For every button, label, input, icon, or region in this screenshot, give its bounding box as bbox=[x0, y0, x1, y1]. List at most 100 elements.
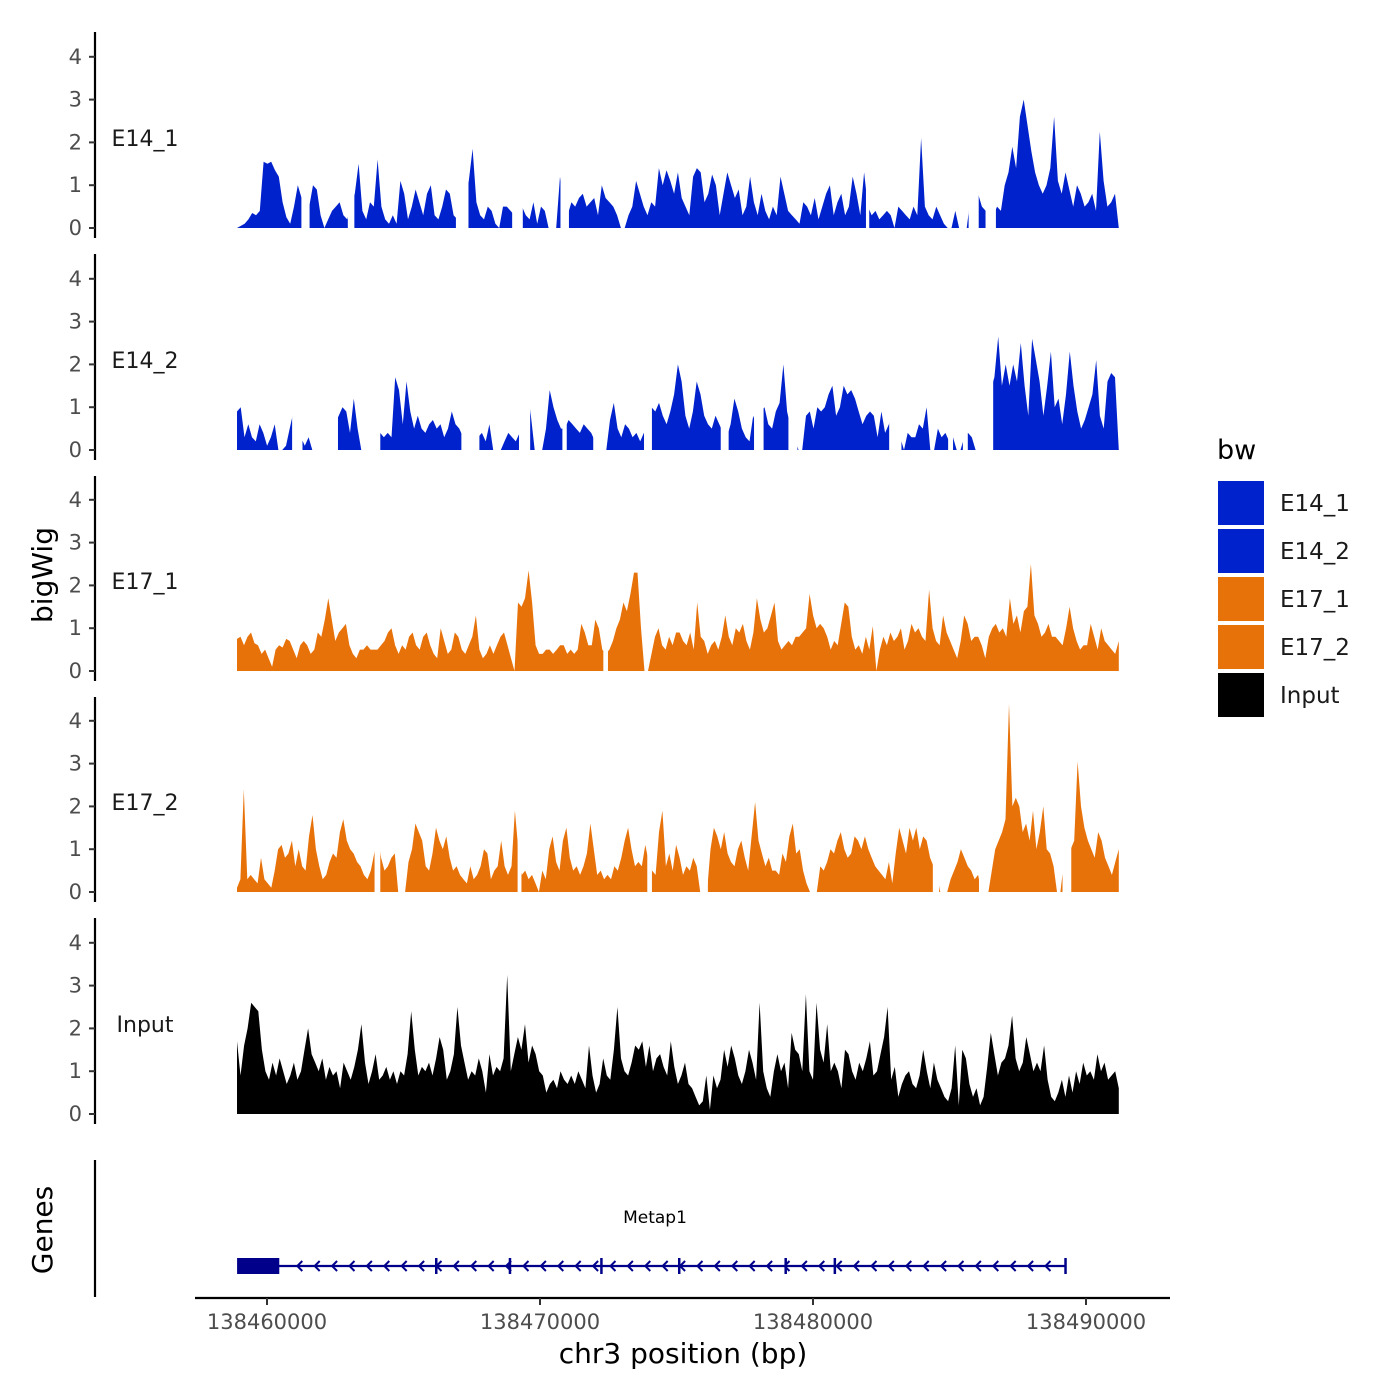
strand-arrow bbox=[626, 1260, 634, 1272]
y-tick-label: 0 bbox=[69, 1102, 82, 1126]
coverage-gap bbox=[374, 697, 381, 893]
strand-arrow bbox=[939, 1260, 947, 1272]
track-E14_2: 0 1 2 3 4 E14_2 bbox=[69, 254, 1119, 462]
y-tick-label: 2 bbox=[69, 794, 82, 818]
strand-arrow bbox=[730, 1260, 738, 1272]
track-label: E14_2 bbox=[112, 349, 179, 374]
signal-tracks: 0 1 2 3 4 E14_1 0 1 2 3 4 E14_2 0 1 2 3 4 E17_1 0 1 2 3 4 E17_2… bbox=[69, 32, 1119, 1126]
coverage-gap bbox=[292, 254, 303, 451]
strand-arrow bbox=[1044, 1260, 1052, 1272]
y-tick-label: 3 bbox=[69, 310, 82, 334]
track-E14_1: 0 1 2 3 4 E14_1 bbox=[69, 32, 1119, 240]
strand-arrow bbox=[452, 1260, 460, 1272]
y-tick-label: 3 bbox=[69, 974, 82, 998]
track-label: Input bbox=[117, 1013, 174, 1038]
strand-arrow bbox=[591, 1260, 599, 1272]
coverage-gap bbox=[703, 697, 708, 893]
legend-label: E17_2 bbox=[1280, 635, 1350, 661]
track-E17_1: 0 1 2 3 4 E17_1 bbox=[69, 476, 1119, 683]
x-tick-label: 138490000 bbox=[1026, 1310, 1146, 1334]
x-axis: 138460000 138470000 138480000 138490000 bbox=[195, 1296, 1170, 1334]
strand-arrow bbox=[783, 1260, 791, 1272]
strand-arrow bbox=[1026, 1260, 1034, 1272]
coverage-gap bbox=[889, 254, 902, 451]
coverage-gap bbox=[455, 32, 469, 229]
gene-coding-block bbox=[238, 1258, 280, 1274]
strand-arrow bbox=[574, 1260, 582, 1272]
coverage-gap bbox=[977, 254, 994, 451]
coverage-gap bbox=[788, 254, 798, 451]
coverage-gap bbox=[461, 254, 480, 451]
signal-area bbox=[237, 974, 1119, 1114]
legend-swatch bbox=[1218, 625, 1264, 669]
x-tick-label: 138460000 bbox=[207, 1310, 327, 1334]
legend-label: Input bbox=[1280, 683, 1340, 709]
coverage-gap bbox=[347, 32, 355, 229]
coverage-gap bbox=[647, 697, 652, 893]
signal-area bbox=[237, 564, 1119, 671]
y-tick-label: 1 bbox=[69, 395, 82, 419]
legend-swatch bbox=[1218, 577, 1264, 621]
legend-label: E14_1 bbox=[1280, 491, 1350, 517]
strand-arrow bbox=[417, 1260, 425, 1272]
coverage-gap bbox=[985, 32, 996, 229]
legend-swatch bbox=[1218, 673, 1264, 717]
strand-arrow bbox=[539, 1260, 547, 1272]
y-tick-label: 2 bbox=[69, 1016, 82, 1040]
y-tick-label: 0 bbox=[69, 880, 82, 904]
y-tick-label: 2 bbox=[69, 352, 82, 376]
strand-arrow bbox=[748, 1260, 756, 1272]
track-E17_2: 0 1 2 3 4 E17_2 bbox=[69, 697, 1119, 904]
y-tick-label: 0 bbox=[69, 438, 82, 462]
y-tick-label: 0 bbox=[69, 216, 82, 240]
strand-arrow bbox=[313, 1260, 321, 1272]
gene-name-label: Metap1 bbox=[623, 1208, 687, 1228]
y-tick-label: 3 bbox=[69, 531, 82, 555]
gene-track-title: Genes bbox=[26, 1186, 59, 1274]
coverage-gap bbox=[512, 32, 523, 229]
strand-arrow bbox=[504, 1260, 512, 1272]
y-axis-title: bigWig bbox=[26, 527, 59, 623]
strand-arrow bbox=[469, 1260, 477, 1272]
y-tick-label: 4 bbox=[69, 709, 82, 733]
coverage-gap bbox=[560, 32, 569, 229]
y-tick-label: 4 bbox=[69, 931, 82, 955]
coverage-gap bbox=[865, 32, 870, 229]
strand-arrow bbox=[957, 1260, 965, 1272]
coverage-gap bbox=[603, 476, 608, 672]
coverage-gap bbox=[948, 254, 954, 451]
track-label: E14_1 bbox=[112, 127, 179, 152]
legend-swatch bbox=[1218, 529, 1264, 573]
y-tick-label: 2 bbox=[69, 573, 82, 597]
coverage-gap bbox=[321, 254, 338, 451]
coverage-gap bbox=[720, 254, 729, 451]
x-tick-label: 138480000 bbox=[753, 1310, 873, 1334]
y-tick-label: 1 bbox=[69, 1059, 82, 1083]
strand-arrow bbox=[817, 1260, 825, 1272]
y-tick-label: 4 bbox=[69, 45, 82, 69]
strand-arrow bbox=[1009, 1260, 1017, 1272]
coverage-gap bbox=[593, 254, 604, 451]
track-Input: 0 1 2 3 4 Input bbox=[69, 918, 1119, 1126]
signal-area bbox=[237, 336, 1119, 450]
y-tick-label: 4 bbox=[69, 267, 82, 291]
y-tick-label: 4 bbox=[69, 488, 82, 512]
strand-arrow bbox=[904, 1260, 912, 1272]
coverage-gap bbox=[517, 697, 522, 893]
legend-label: E14_2 bbox=[1280, 539, 1350, 565]
legend-title: bw bbox=[1217, 435, 1256, 466]
strand-arrow bbox=[365, 1260, 373, 1272]
coverage-gap bbox=[754, 254, 764, 451]
y-tick-label: 1 bbox=[69, 837, 82, 861]
strand-arrow bbox=[922, 1260, 930, 1272]
coverage-gap bbox=[1062, 697, 1072, 893]
strand-arrow bbox=[870, 1260, 878, 1272]
strand-arrow bbox=[765, 1260, 773, 1272]
strand-arrow bbox=[974, 1260, 982, 1272]
signal-area bbox=[237, 99, 1119, 228]
coverage-gap bbox=[562, 254, 567, 451]
strand-arrow bbox=[991, 1260, 999, 1272]
legend-label: E17_1 bbox=[1280, 587, 1350, 613]
gene-track-panel: Metap1 bbox=[93, 1160, 1067, 1297]
